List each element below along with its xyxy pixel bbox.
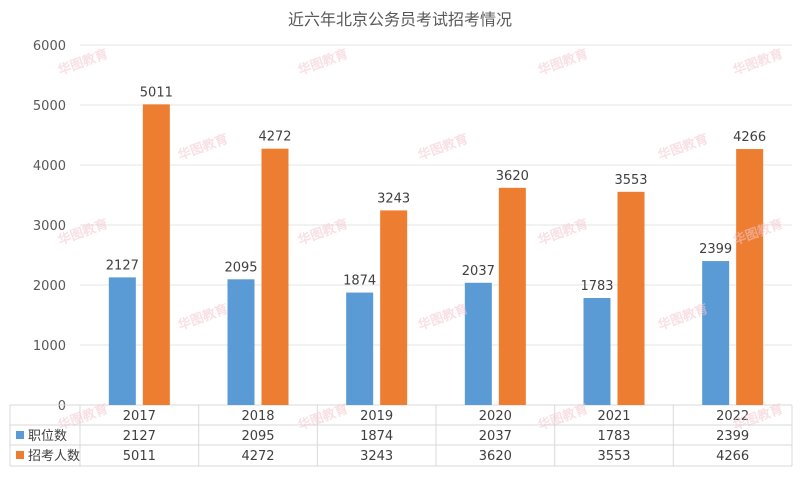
watermark: 华图教育 [536,216,590,249]
data-label: 3620 [496,169,529,184]
table-value: 3553 [597,449,630,464]
data-label: 3553 [614,173,647,188]
watermark: 华图教育 [731,401,785,434]
watermark: 华图教育 [176,301,230,334]
table-value: 4266 [716,449,749,464]
y-tick-label: 2000 [33,279,66,294]
watermark: 华图教育 [296,46,350,79]
watermark: 华图教育 [536,401,590,434]
watermark: 华图教育 [296,401,350,434]
legend-label: 招考人数 [28,449,80,464]
bar [261,148,289,405]
watermark: 华图教育 [416,301,470,334]
bar [142,104,170,405]
bar [380,210,408,405]
watermark: 华图教育 [656,301,710,334]
table-value: 4272 [241,449,274,464]
y-tick-label: 6000 [33,39,66,54]
legend-swatch [16,431,24,439]
data-label: 2037 [462,264,495,279]
data-label: 5011 [140,85,173,100]
data-label: 1874 [343,274,376,289]
x-tick-label: 2018 [241,409,274,424]
legend-swatch [16,451,24,459]
data-label: 4266 [733,130,766,145]
bar [108,277,136,405]
data-label: 2127 [106,258,139,273]
legend-label: 职位数 [28,429,67,444]
x-tick-label: 2017 [123,409,156,424]
bar [498,187,526,405]
bar [736,149,764,405]
data-label: 3243 [377,191,410,206]
table-value: 1874 [360,429,393,444]
watermark: 华图教育 [296,216,350,249]
data-label: 1783 [580,279,613,294]
watermark: 华图教育 [731,46,785,79]
chart-title: 近六年北京公务员考试招考情况 [287,10,512,29]
y-tick-label: 5000 [33,99,66,114]
y-tick-label: 3000 [33,219,66,234]
table-value: 1783 [597,429,630,444]
data-label: 2399 [699,242,732,257]
x-tick-label: 2019 [360,409,393,424]
bar [702,261,730,405]
x-tick-label: 2022 [716,409,749,424]
y-tick-label: 4000 [33,159,66,174]
x-tick-label: 2020 [479,409,512,424]
y-tick-label: 1000 [33,339,66,354]
data-label: 4272 [258,130,291,145]
data-label: 2095 [224,260,257,275]
table-value: 2037 [479,429,512,444]
watermark: 华图教育 [656,131,710,164]
bar [346,292,374,405]
table-value: 3620 [479,449,512,464]
watermark: 华图教育 [536,46,590,79]
table-value: 2399 [716,429,749,444]
watermark: 华图教育 [176,131,230,164]
table-value: 2127 [123,429,156,444]
watermark: 华图教育 [416,131,470,164]
bar [617,191,645,405]
bar [464,282,492,405]
x-tick-label: 2021 [597,409,630,424]
table-value: 2095 [241,429,274,444]
table-value: 5011 [123,449,156,464]
table-value: 3243 [360,449,393,464]
bar [227,279,255,405]
y-tick-label: 0 [58,399,66,414]
bar [583,298,611,405]
